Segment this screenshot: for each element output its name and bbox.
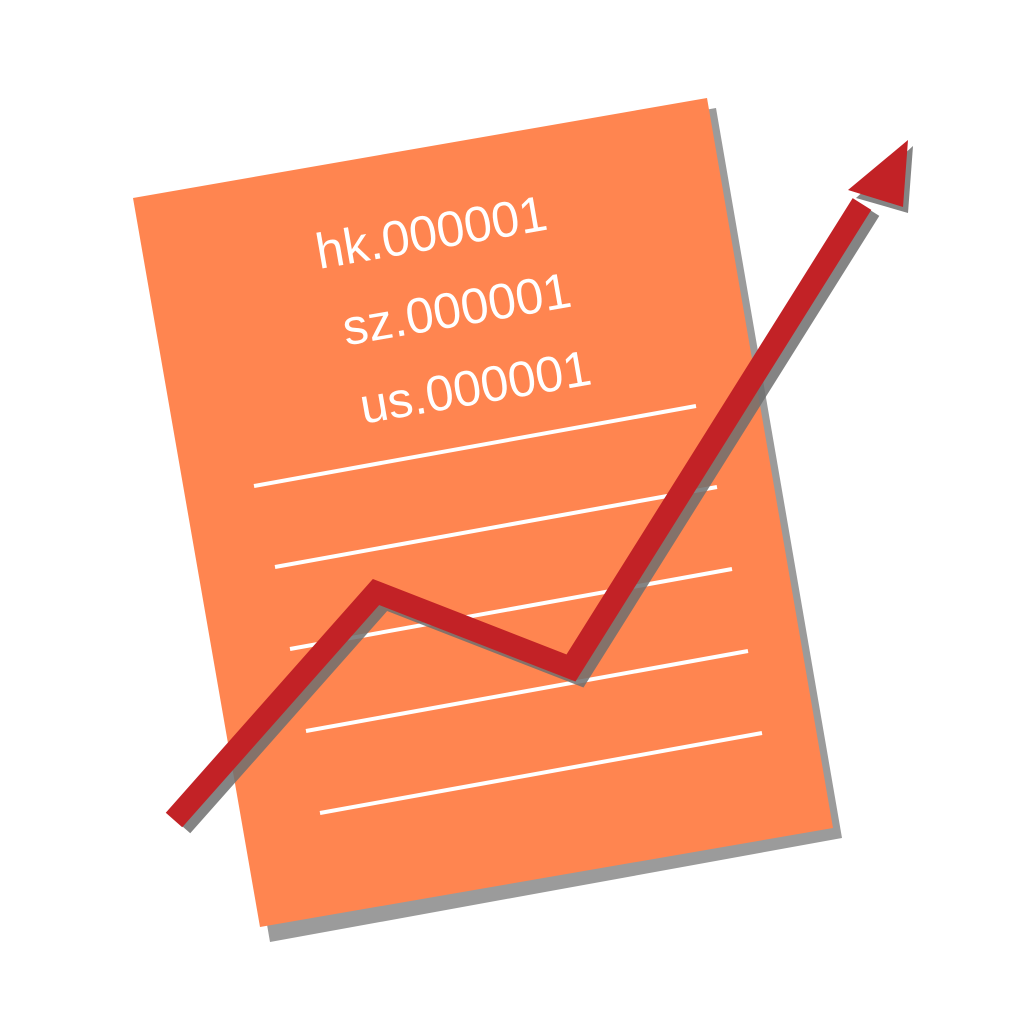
document-sheet (133, 98, 833, 927)
trend-arrow-icon (165, 140, 908, 828)
rule-line (274, 485, 718, 569)
arrow-head-icon (848, 140, 908, 207)
rule-line (253, 404, 697, 488)
ruled-lines (253, 404, 763, 815)
rule-line (319, 731, 763, 815)
rule-line (305, 649, 749, 733)
